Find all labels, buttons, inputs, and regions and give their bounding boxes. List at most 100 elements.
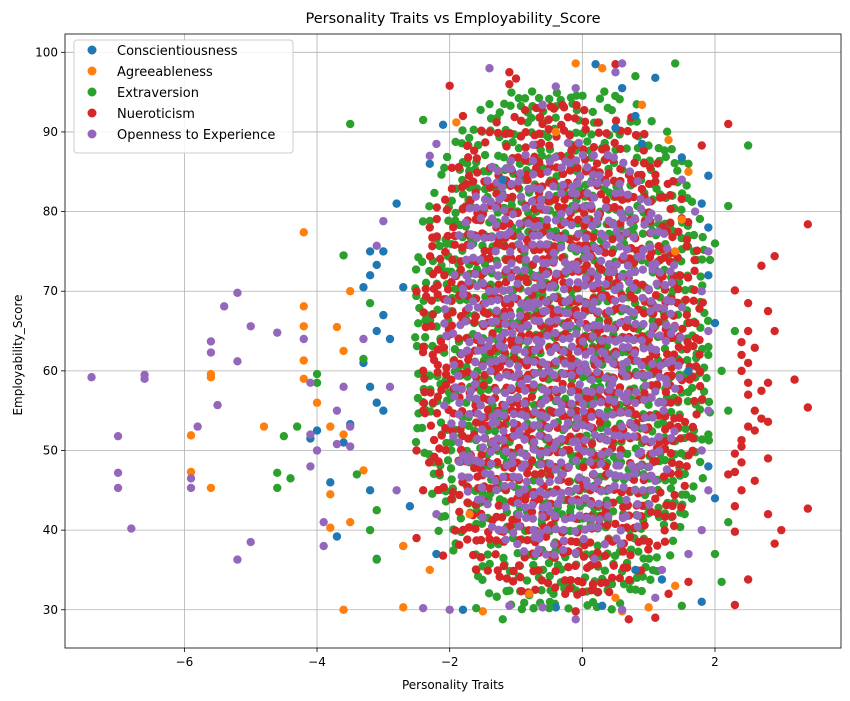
dense-point (433, 392, 443, 401)
dense-point (553, 305, 563, 315)
dense-point (543, 433, 553, 443)
dense-point (653, 509, 662, 518)
dense-point (670, 384, 680, 393)
dense-point (506, 273, 516, 282)
dense-point (689, 341, 698, 351)
data-point (206, 337, 216, 346)
y-tick-label: 100 (35, 45, 58, 59)
dense-point (651, 177, 660, 186)
dense-point (433, 360, 443, 370)
dense-point (579, 462, 588, 472)
data-point (730, 502, 740, 511)
dense-point (593, 178, 602, 188)
dense-point (478, 443, 488, 452)
dense-point (498, 191, 508, 201)
dense-point (615, 335, 624, 344)
dense-point (493, 260, 502, 270)
dense-point (466, 241, 475, 250)
dense-point (660, 146, 669, 155)
dense-point (501, 535, 510, 544)
dense-point (522, 356, 532, 365)
dense-point (514, 510, 523, 519)
dense-point (634, 547, 643, 556)
dense-point (529, 170, 538, 179)
dense-point (558, 180, 568, 190)
dense-point (637, 361, 646, 370)
dense-point (644, 284, 653, 294)
dense-point (621, 228, 631, 237)
dense-point (468, 177, 478, 186)
data-point (418, 115, 428, 125)
y-tick-label: 80 (43, 205, 58, 219)
dense-point (520, 94, 530, 103)
dense-point (622, 245, 632, 254)
dense-point (578, 587, 587, 597)
dense-point (578, 337, 588, 346)
dense-point (500, 328, 510, 337)
dense-point (583, 323, 592, 333)
dense-point (573, 245, 583, 254)
dense-point (508, 329, 517, 338)
dense-point (580, 360, 590, 369)
dense-point (662, 500, 671, 510)
dense-point (636, 204, 646, 213)
data-point (710, 549, 720, 559)
data-point (425, 159, 434, 169)
dense-point (669, 521, 679, 531)
data-point (452, 118, 461, 127)
dense-point (647, 485, 656, 495)
data-point (359, 354, 368, 364)
dense-point (500, 481, 509, 491)
dense-point (509, 320, 519, 330)
dense-point (619, 252, 628, 261)
dense-point (435, 241, 444, 251)
data-point (617, 605, 627, 614)
dense-point (535, 449, 545, 458)
dense-point (572, 484, 581, 493)
data-point (505, 79, 514, 89)
data-point (365, 525, 375, 535)
data-point (259, 422, 269, 431)
dense-point (583, 189, 592, 198)
dense-point (587, 267, 596, 276)
dense-point (655, 446, 664, 456)
dense-point (477, 425, 487, 434)
dense-point (458, 126, 467, 135)
dense-point (521, 127, 530, 137)
dense-point (469, 146, 479, 155)
dense-point (535, 240, 545, 249)
dense-point (501, 502, 510, 512)
dense-point (578, 578, 587, 587)
data-point (233, 357, 242, 366)
dense-point (499, 426, 508, 436)
dense-layer-2 (440, 138, 687, 563)
dense-point (564, 206, 574, 216)
dense-point (624, 408, 633, 418)
dense-point (549, 182, 558, 191)
dense-point (418, 257, 427, 267)
dense-point (680, 417, 690, 427)
dense-point (575, 380, 584, 389)
dense-point (580, 202, 589, 211)
data-point (392, 486, 401, 495)
data-point (359, 334, 368, 344)
dense-point (589, 483, 599, 492)
dense-point (633, 511, 643, 520)
x-axis-ticks: −6 −4 −2 0 2 (176, 648, 719, 669)
dense-point (441, 247, 450, 257)
data-point (651, 593, 660, 603)
dense-point (447, 163, 457, 173)
data-point (372, 326, 381, 336)
dense-point (662, 127, 672, 136)
dense-point (454, 334, 463, 343)
dense-point (440, 271, 449, 280)
dense-point (640, 521, 649, 530)
dense-point (564, 445, 574, 455)
dense-point (545, 477, 554, 487)
dense-point (413, 319, 423, 328)
dense-point (506, 395, 515, 404)
dense-point (563, 113, 573, 122)
dense-point (559, 285, 569, 294)
dense-point (668, 501, 677, 511)
dense-point (651, 387, 660, 396)
